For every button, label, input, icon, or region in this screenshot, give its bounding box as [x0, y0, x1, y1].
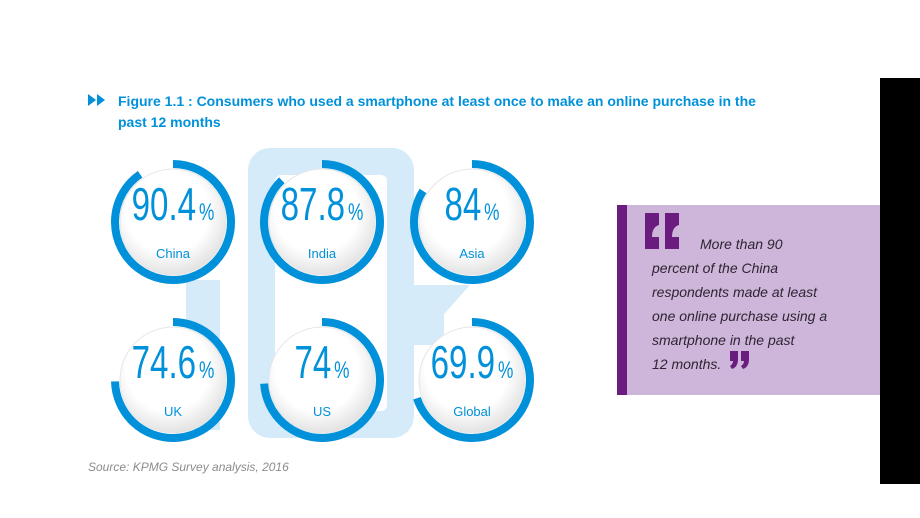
gauge: 74 % US — [260, 318, 384, 442]
gauge: 69.9 % Global — [413, 318, 534, 442]
open-quote — [665, 213, 679, 249]
gauge-disc — [119, 168, 227, 276]
gauge-value: 90.4% — [132, 180, 215, 230]
value-unit: % — [484, 199, 499, 225]
quote-line: respondents made at least — [652, 284, 817, 300]
quote-line: one online purchase using a — [652, 308, 828, 324]
gauge-value: 69.9% — [431, 338, 514, 388]
gauge: 84 % Asia — [410, 160, 534, 284]
figure-title: Figure 1.1 : Consumers who used a smartp… — [118, 91, 756, 133]
gauge-arc — [111, 160, 235, 284]
gauge-arc — [260, 318, 384, 442]
gauge-value: 87.8% — [281, 180, 364, 230]
value-number: 74 — [294, 338, 331, 388]
quote-icons — [645, 213, 749, 369]
value-number: 90.4 — [132, 180, 196, 230]
gauge-disc — [418, 168, 526, 276]
gauge-disc — [268, 326, 376, 434]
value-unit: % — [348, 199, 363, 225]
value-unit: % — [334, 357, 349, 383]
source: Source: KPMG Survey analysis, 2016 — [88, 460, 289, 474]
icon-arrows — [88, 94, 105, 106]
title-line: past 12 months — [118, 114, 221, 130]
side-bar — [880, 78, 920, 484]
value-number: 87.8 — [281, 180, 345, 230]
quote-box: More than 90 percent of the China responde… — [617, 205, 880, 395]
gauge-arc — [413, 318, 534, 442]
gauge-disc — [268, 168, 376, 276]
quote-line: More than 90 — [700, 236, 783, 252]
quote-line: percent of the China — [652, 260, 779, 276]
gauge-arc — [111, 318, 235, 442]
open-quote — [645, 213, 659, 249]
value-number: 74.6 — [132, 338, 196, 388]
gauge-disc — [418, 326, 526, 434]
value-number: 69.9 — [431, 338, 495, 388]
gauge-category: Asia — [459, 246, 485, 261]
close-quote — [730, 351, 738, 369]
gauge: 74.6 % UK — [111, 318, 235, 442]
close-quote — [741, 351, 749, 369]
value-unit: % — [199, 199, 214, 225]
value-unit: % — [199, 357, 214, 383]
quote-text: More than 90 percent of the China responde… — [652, 232, 827, 376]
value-number: 84 — [444, 180, 481, 230]
value-unit: % — [498, 357, 513, 383]
gauge-disc — [119, 326, 227, 434]
gauge-value: 84% — [444, 180, 499, 230]
gauge-category: US — [313, 404, 331, 419]
arrow-down — [390, 285, 470, 330]
gauge-arc — [260, 160, 384, 284]
gauge-category: China — [156, 246, 191, 261]
gauge: 90.4 % China — [111, 160, 235, 284]
quote-bar — [617, 205, 627, 395]
gauge-arc — [410, 160, 534, 284]
gauge-category: Global — [453, 404, 491, 419]
quote-line: 12 months. — [652, 356, 722, 372]
quote-line: smartphone in the past — [652, 332, 795, 348]
gauge-category: UK — [164, 404, 182, 419]
gauge-value: 74.6% — [132, 338, 215, 388]
gauge-value: 74% — [294, 338, 349, 388]
gauge: 87.8 % India — [260, 160, 384, 284]
title-line: Figure 1.1 : Consumers who used a smartp… — [118, 93, 756, 109]
gauge-category: India — [308, 246, 337, 261]
